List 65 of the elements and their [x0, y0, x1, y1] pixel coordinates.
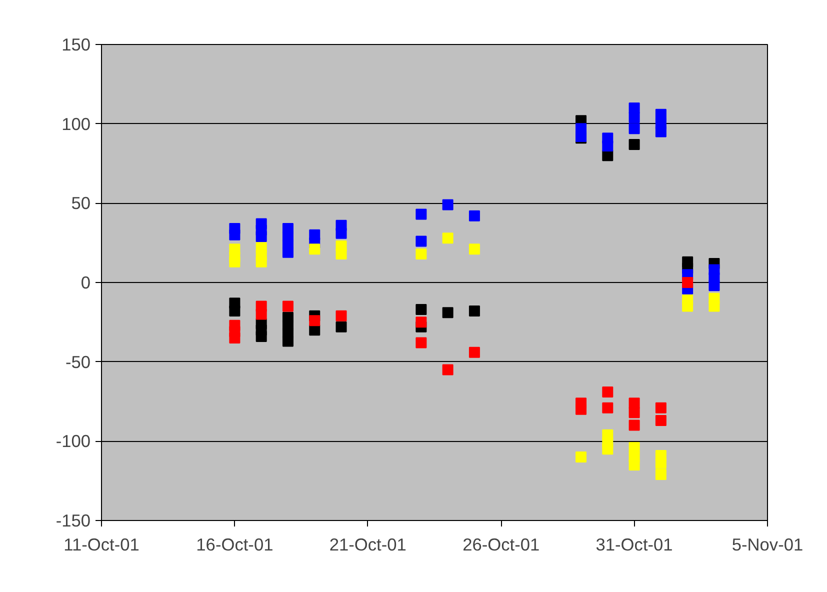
point — [655, 458, 666, 469]
point — [336, 228, 347, 239]
point — [416, 316, 427, 328]
point — [442, 232, 454, 244]
point — [309, 315, 320, 326]
x-tick-label: 16-Oct-01 — [196, 534, 274, 554]
point — [628, 420, 640, 431]
x-tick-label: 5-Nov-01 — [732, 534, 804, 554]
point — [282, 246, 294, 258]
point — [442, 364, 454, 376]
point — [468, 210, 480, 222]
x-tick-label: 26-Oct-01 — [462, 534, 540, 554]
point — [416, 337, 427, 348]
point — [468, 244, 480, 255]
point — [682, 277, 694, 288]
point — [655, 402, 666, 414]
point — [416, 248, 427, 260]
point — [602, 386, 614, 398]
point — [282, 336, 294, 347]
point — [229, 256, 240, 268]
point — [655, 126, 666, 138]
y-tick-label: 0 — [80, 272, 91, 292]
point — [416, 208, 427, 220]
point — [708, 280, 720, 292]
point — [282, 300, 294, 312]
point — [256, 256, 267, 268]
point — [229, 229, 240, 240]
point — [602, 140, 614, 152]
x-tick-label: 21-Oct-01 — [329, 534, 406, 554]
point — [442, 307, 454, 318]
point — [229, 332, 240, 344]
point — [708, 300, 720, 312]
point — [628, 112, 640, 123]
y-tick-label: -150 — [56, 510, 91, 530]
point — [628, 407, 640, 418]
point — [416, 236, 427, 247]
point — [416, 304, 427, 315]
point — [336, 310, 347, 322]
x-tick-label: 11-Oct-01 — [64, 534, 140, 554]
point — [682, 300, 694, 312]
point — [628, 123, 640, 134]
point — [336, 321, 347, 332]
point — [229, 306, 240, 317]
y-tick-label: 50 — [71, 193, 91, 214]
y-tick-label: 100 — [62, 114, 91, 134]
y-tick-label: -100 — [56, 431, 91, 452]
point — [655, 415, 666, 426]
point — [628, 138, 640, 150]
point — [336, 248, 347, 260]
point — [468, 306, 480, 317]
point — [256, 330, 267, 342]
y-tick-label: 150 — [62, 34, 91, 54]
point — [628, 459, 640, 470]
x-tick-label: 31-Oct-01 — [596, 534, 673, 554]
point — [256, 230, 267, 242]
point — [442, 199, 454, 210]
point — [602, 402, 614, 414]
point — [576, 452, 587, 463]
point — [655, 468, 666, 480]
y-tick-label: -50 — [65, 352, 90, 372]
point — [256, 308, 267, 320]
point — [309, 244, 320, 255]
point — [602, 444, 614, 455]
point — [468, 346, 480, 358]
point — [576, 404, 587, 415]
